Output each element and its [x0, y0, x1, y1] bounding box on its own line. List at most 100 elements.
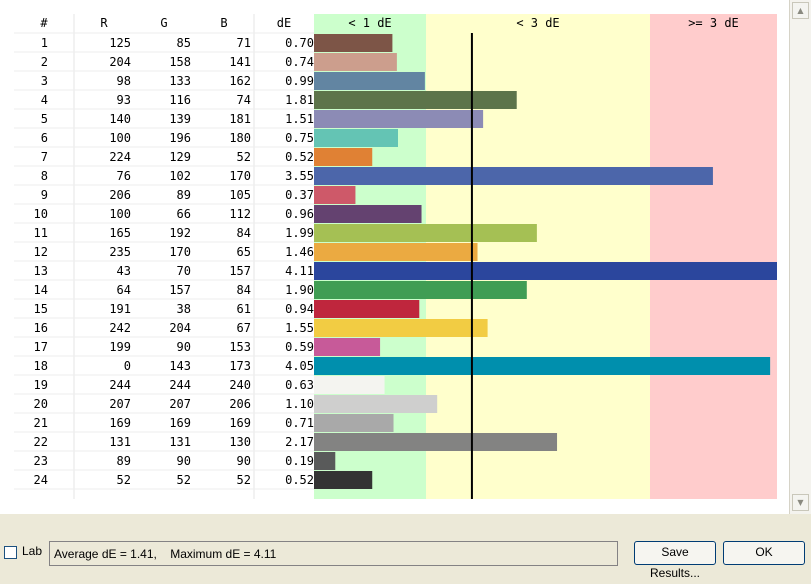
save-results-button[interactable]: Save Results... [634, 541, 716, 580]
de-bar [314, 452, 336, 470]
row-cell: 181 [229, 112, 251, 126]
row-cell: 71 [237, 36, 251, 50]
table-row: 2 204 158 141 0.74 [41, 53, 397, 71]
row-cell: 0.52 [285, 473, 314, 487]
row-cell: 1.51 [285, 112, 314, 126]
row-cell: 0.63 [285, 378, 314, 392]
row-cell: 206 [229, 397, 251, 411]
row-cell: 9 [41, 188, 48, 202]
row-cell: 23 [34, 454, 48, 468]
scroll-up-icon[interactable]: ▲ [792, 2, 809, 19]
row-cell: 0.71 [285, 416, 314, 430]
de-bar [314, 433, 558, 451]
row-cell: 180 [229, 131, 251, 145]
row-cell: 1.81 [285, 93, 314, 107]
de-bar [314, 224, 537, 242]
row-cell: 169 [109, 416, 131, 430]
row-cell: 129 [169, 150, 191, 164]
row-cell: 22 [34, 435, 48, 449]
row-cell: 100 [109, 207, 131, 221]
de-bar [314, 72, 425, 90]
row-cell: 130 [229, 435, 251, 449]
de-bar [314, 243, 478, 261]
table-row: 16 242 204 67 1.55 [34, 319, 488, 337]
table-row: 17 199 90 153 0.59 [34, 338, 381, 356]
table-row: 14 64 157 84 1.90 [34, 281, 527, 299]
row-cell: 16 [34, 321, 48, 335]
de-bar [314, 357, 771, 375]
row-cell: 158 [169, 55, 191, 69]
row-cell: 0.74 [285, 55, 314, 69]
row-cell: 66 [177, 207, 191, 221]
row-cell: 21 [34, 416, 48, 430]
table-row: 23 89 90 90 0.19 [34, 452, 336, 470]
row-cell: 52 [237, 473, 251, 487]
row-cell: 206 [109, 188, 131, 202]
row-cell: 4 [41, 93, 48, 107]
table-row: 12 235 170 65 1.46 [34, 243, 478, 261]
row-cell: 199 [109, 340, 131, 354]
lab-checkbox[interactable] [4, 546, 17, 559]
de-bar [314, 281, 527, 299]
row-cell: 125 [109, 36, 131, 50]
row-cell: 8 [41, 169, 48, 183]
de-bar [314, 471, 373, 489]
bottom-bar: Lab Average dE = 1.41, Maximum dE = 4.11… [0, 530, 811, 580]
row-cell: 224 [109, 150, 131, 164]
de-bar [314, 167, 713, 185]
table-row: 11 165 192 84 1.99 [34, 224, 537, 242]
vertical-scrollbar[interactable]: ▲ ▼ [789, 0, 811, 514]
row-cell: 204 [109, 55, 131, 69]
row-cell: 105 [229, 188, 251, 202]
table-row: 21 169 169 169 0.71 [34, 414, 394, 432]
row-cell: 235 [109, 245, 131, 259]
row-cell: 173 [229, 359, 251, 373]
row-cell: 65 [237, 245, 251, 259]
row-cell: 18 [34, 359, 48, 373]
row-cell: 64 [117, 283, 131, 297]
de-bar [314, 34, 393, 52]
row-cell: 5 [41, 112, 48, 126]
row-cell: 244 [169, 378, 191, 392]
ok-button[interactable]: OK [723, 541, 805, 565]
de-bar [314, 338, 381, 356]
row-cell: 70 [177, 264, 191, 278]
row-cell: 85 [177, 36, 191, 50]
row-cell: 1 [41, 36, 48, 50]
row-cell: 0.19 [285, 454, 314, 468]
row-cell: 76 [117, 169, 131, 183]
row-cell: 192 [169, 226, 191, 240]
scroll-down-icon[interactable]: ▼ [792, 494, 809, 511]
column-header: R [100, 16, 108, 30]
row-cell: 93 [117, 93, 131, 107]
table-row: 15 191 38 61 0.94 [34, 300, 420, 318]
de-bar [314, 110, 484, 128]
table-row: 18 0 143 173 4.05 [34, 357, 771, 375]
row-cell: 196 [169, 131, 191, 145]
table-row: 9 206 89 105 0.37 [41, 186, 356, 204]
row-cell: 12 [34, 245, 48, 259]
de-bar [314, 376, 385, 394]
row-cell: 162 [229, 74, 251, 88]
row-cell: 20 [34, 397, 48, 411]
column-header: G [160, 16, 167, 30]
row-cell: 191 [109, 302, 131, 316]
table-row: 3 98 133 162 0.99 [41, 72, 425, 90]
row-cell: 242 [109, 321, 131, 335]
row-cell: 157 [229, 264, 251, 278]
row-cell: 17 [34, 340, 48, 354]
row-cell: 0.75 [285, 131, 314, 145]
table-row: 13 43 70 157 4.11 [34, 262, 777, 280]
row-cell: 52 [117, 473, 131, 487]
row-cell: 14 [34, 283, 48, 297]
de-bar [314, 205, 422, 223]
row-cell: 1.46 [285, 245, 314, 259]
row-cell: 169 [169, 416, 191, 430]
row-cell: 89 [177, 188, 191, 202]
de-bar [314, 300, 420, 318]
row-cell: 140 [109, 112, 131, 126]
row-cell: 4.11 [285, 264, 314, 278]
row-cell: 10 [34, 207, 48, 221]
row-cell: 98 [117, 74, 131, 88]
